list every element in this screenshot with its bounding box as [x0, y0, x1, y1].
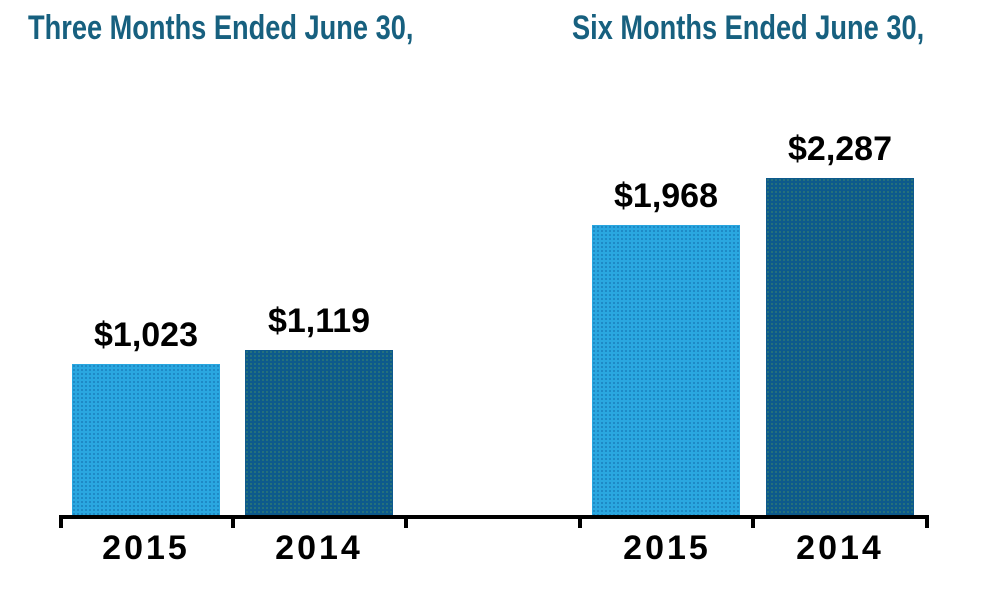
- bar-six-months-2015: [592, 225, 740, 515]
- bar-three-months-2014: [245, 350, 393, 515]
- bar-slot-three-months-2014: $1,119: [245, 0, 393, 515]
- x-axis-tick: [578, 515, 582, 528]
- x-axis-year-label: 2014: [796, 529, 884, 567]
- x-axis-tick: [231, 515, 235, 528]
- bar-three-months-2015: [72, 364, 220, 515]
- group-title-three-months: Three Months Ended June 30,: [28, 9, 414, 47]
- bar-slot-six-months-2015: $1,968: [592, 0, 740, 515]
- bar-value-label: $1,119: [267, 302, 371, 340]
- bar-value-label: $1,023: [94, 316, 198, 354]
- bar-value-label: $1,968: [614, 177, 718, 215]
- x-axis-tick: [925, 515, 929, 528]
- x-axis-year-label: 2015: [623, 529, 711, 567]
- x-axis-tick: [751, 515, 755, 528]
- x-axis-line: [59, 515, 929, 519]
- bar-slot-six-months-2014: $2,287: [766, 0, 914, 515]
- group-title-six-months: Six Months Ended June 30,: [572, 9, 925, 47]
- bar-slot-three-months-2015: $1,023: [72, 0, 220, 515]
- x-axis-year-label: 2014: [275, 529, 363, 567]
- x-axis-year-label: 2015: [102, 529, 190, 567]
- bar-six-months-2014: [766, 178, 914, 515]
- bar-value-label: $2,287: [788, 130, 892, 168]
- x-axis-tick: [404, 515, 408, 528]
- x-axis-tick: [59, 515, 63, 528]
